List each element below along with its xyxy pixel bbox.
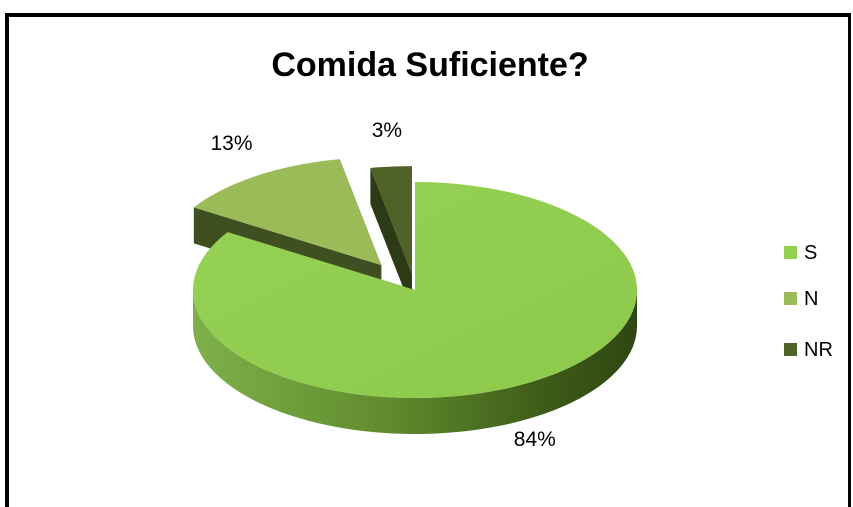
- legend-swatch-n: [784, 292, 797, 305]
- pie-slices: [192, 159, 637, 434]
- data-label-s: 84%: [514, 428, 556, 451]
- pie-slice-s: [192, 182, 637, 434]
- slice-top-s: [192, 182, 637, 398]
- chart-title: Comida Suficiente?: [271, 46, 588, 84]
- chart-legend: S N NR: [784, 242, 833, 361]
- legend-label-s: S: [804, 242, 817, 264]
- slice-top-n: [193, 159, 382, 266]
- legend-swatch-nr: [784, 343, 797, 356]
- slice-top-nr: [370, 166, 412, 275]
- legend-label-n: N: [804, 288, 818, 310]
- legend-swatch-s: [784, 246, 797, 259]
- slice-side-start: [370, 167, 412, 311]
- slice-outer-wall: [193, 290, 637, 434]
- data-labels: 3% 13% 84%: [210, 119, 555, 451]
- legend-label-nr: NR: [804, 339, 833, 361]
- pie-slice-nr: [370, 166, 412, 311]
- data-label-n: 13%: [210, 132, 252, 155]
- data-label-nr: 3%: [372, 119, 402, 142]
